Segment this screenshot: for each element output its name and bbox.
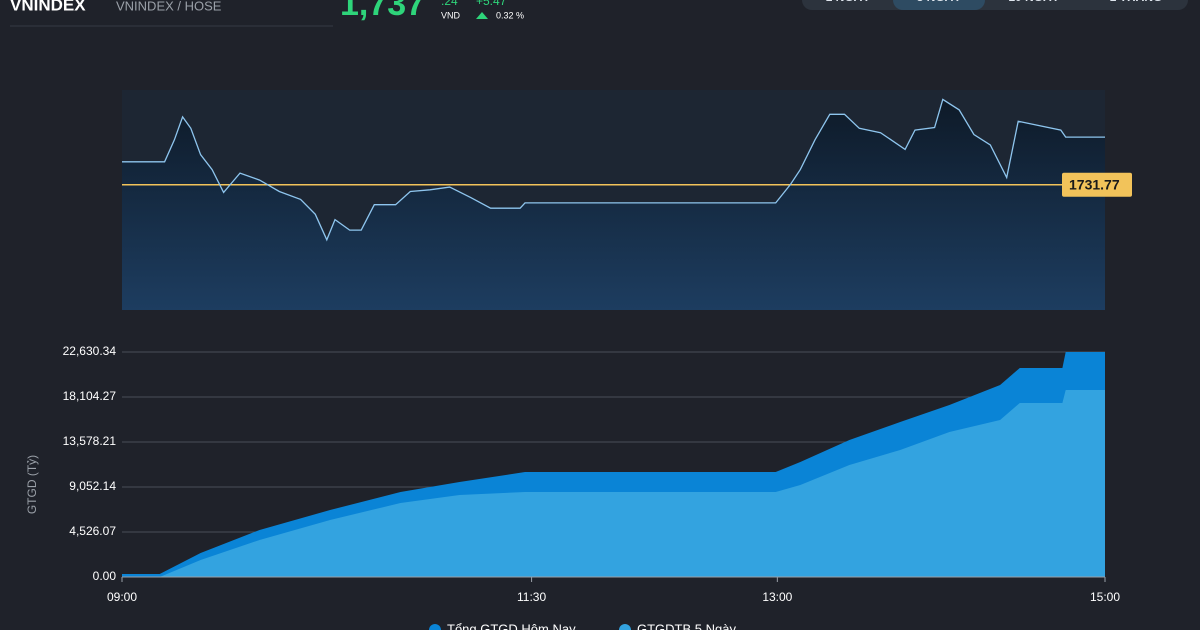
y-tick-label: 4,526.07: [69, 524, 116, 538]
tab[interactable]: 1 NGÀY: [826, 0, 871, 4]
change-percent: 0.32 %: [496, 10, 524, 20]
legend-dot: [619, 624, 631, 630]
tab[interactable]: 3 NGÀY: [917, 0, 962, 4]
x-tick-label: 15:00: [1090, 590, 1120, 604]
change: +5.47: [476, 0, 507, 8]
tab[interactable]: 1 THÁNG: [1110, 0, 1163, 4]
x-tick-label: 11:30: [517, 590, 546, 604]
area: [122, 390, 1105, 577]
symbol: VNINDEX: [10, 0, 86, 14]
y-tick-label: 22,630.34: [63, 344, 117, 358]
y-tick-label: 0.00: [93, 569, 117, 583]
y-tick-label: 9,052.14: [69, 479, 116, 493]
reference-badge: [1062, 172, 1132, 197]
exchange: VNINDEX / HOSE: [116, 0, 222, 13]
tab-active: [893, 0, 985, 10]
y-axis-label: GTGD (Tỷ): [25, 455, 39, 514]
legend-dot: [429, 624, 441, 630]
price-fill: [122, 99, 1105, 311]
currency: VND: [441, 10, 461, 20]
price-line: [122, 98, 1105, 242]
tab[interactable]: 10 NGÀY: [1008, 0, 1059, 4]
legend-label: GTGDTB 5 Ngày: [637, 621, 736, 630]
x-tick-label: 09:00: [107, 590, 137, 604]
reference-label: 1731.77: [1069, 176, 1120, 192]
x-tick-label: 13:00: [762, 590, 792, 604]
legend-label: Tổng GTGD Hôm Nay: [447, 621, 576, 630]
up-arrow: [476, 12, 488, 19]
price: 1,737: [340, 0, 425, 23]
price-decimal: .24: [441, 0, 458, 8]
y-tick-label: 13,578.21: [63, 434, 117, 448]
y-tick-label: 18,104.27: [63, 389, 117, 403]
